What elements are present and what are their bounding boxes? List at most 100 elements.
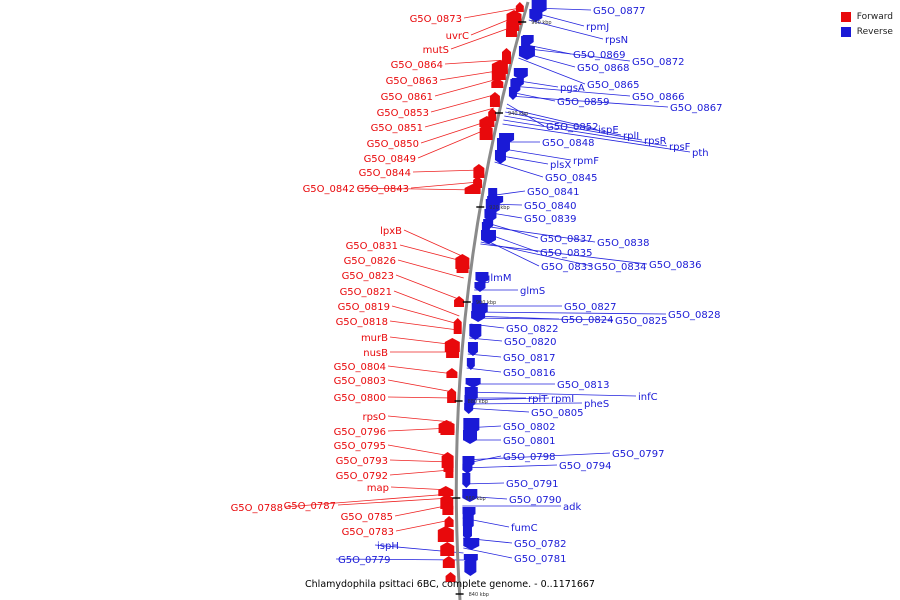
reverse-gene-block-27[interactable] xyxy=(466,358,475,370)
reverse-gene-block-26[interactable] xyxy=(467,342,478,356)
gene-label-g5o-0796[interactable]: G5O_0796 xyxy=(334,427,386,438)
gene-label-rpsn[interactable]: rpsN xyxy=(605,35,628,46)
gene-label-rpsf[interactable]: rpsF xyxy=(669,142,691,153)
forward-gene-block-3[interactable] xyxy=(505,26,517,37)
reverse-gene-block-41[interactable] xyxy=(463,538,480,550)
gene-label-rplt[interactable]: rplT xyxy=(528,394,548,405)
gene-label-g5o-0841[interactable]: G5O_0841 xyxy=(527,187,579,198)
gene-label-g5o-0785[interactable]: G5O_0785 xyxy=(341,512,393,523)
gene-label-g5o-0800[interactable]: G5O_0800 xyxy=(334,393,386,404)
gene-label-g5o-0865[interactable]: G5O_0865 xyxy=(587,80,639,91)
gene-label-rpmf[interactable]: rpmF xyxy=(573,156,599,167)
gene-label-g5o-0842[interactable]: G5O_0842 xyxy=(303,184,355,195)
gene-label-g5o-0869[interactable]: G5O_0869 xyxy=(573,50,625,61)
reverse-gene-block-6[interactable] xyxy=(513,68,528,80)
gene-label-glms[interactable]: glmS xyxy=(520,286,545,297)
forward-gene-block-18[interactable] xyxy=(453,318,462,334)
gene-label-g5o-0826[interactable]: G5O_0826 xyxy=(344,256,396,267)
gene-label-fumc[interactable]: fumC xyxy=(511,523,538,534)
forward-gene-block-14[interactable] xyxy=(464,184,481,194)
reverse-gene-block-37[interactable] xyxy=(462,489,478,502)
forward-gene-block-21[interactable] xyxy=(446,368,458,378)
gene-label-g5o-0835[interactable]: G5O_0835 xyxy=(540,248,592,259)
gene-label-g5o-0816[interactable]: G5O_0816 xyxy=(503,368,555,379)
forward-gene-block-13[interactable] xyxy=(473,176,483,188)
gene-label-g5o-0849[interactable]: G5O_0849 xyxy=(364,154,416,165)
gene-label-infc[interactable]: infC xyxy=(638,392,658,403)
forward-gene-block-22[interactable] xyxy=(447,388,457,403)
reverse-gene-block-36[interactable] xyxy=(462,473,471,488)
gene-label-g5o-0872[interactable]: G5O_0872 xyxy=(632,57,684,68)
gene-label-g5o-0844[interactable]: G5O_0844 xyxy=(359,168,411,179)
gene-label-g5o-0863[interactable]: G5O_0863 xyxy=(386,76,438,87)
reverse-gene-block-9[interactable] xyxy=(508,87,517,100)
gene-label-g5o-0866[interactable]: G5O_0866 xyxy=(632,92,684,103)
gene-label-g5o-0802[interactable]: G5O_0802 xyxy=(503,422,555,433)
gene-label-g5o-0823[interactable]: G5O_0823 xyxy=(342,271,394,282)
gene-label-g5o-0798[interactable]: G5O_0798 xyxy=(503,452,555,463)
forward-gene-block-9[interactable] xyxy=(488,108,497,121)
forward-gene-block-35[interactable] xyxy=(445,572,456,582)
forward-gene-block-28[interactable] xyxy=(438,486,454,496)
reverse-gene-block-2[interactable] xyxy=(529,9,543,22)
gene-label-g5o-0868[interactable]: G5O_0868 xyxy=(577,63,629,74)
gene-label-g5o-0838[interactable]: G5O_0838 xyxy=(597,238,649,249)
forward-gene-block-12[interactable] xyxy=(473,164,485,178)
forward-gene-block-17[interactable] xyxy=(454,296,465,307)
gene-label-g5o-0853[interactable]: G5O_0853 xyxy=(377,108,429,119)
gene-label-g5o-0824[interactable]: G5O_0824 xyxy=(561,315,613,326)
gene-label-g5o-0787[interactable]: G5O_0787 xyxy=(284,501,336,512)
reverse-gene-block-28[interactable] xyxy=(465,378,481,388)
forward-gene-block-33[interactable] xyxy=(440,542,455,556)
forward-gene-block-16[interactable] xyxy=(456,260,469,273)
gene-label-g5o-0821[interactable]: G5O_0821 xyxy=(340,287,392,298)
reverse-gene-block-16[interactable] xyxy=(484,209,497,222)
gene-label-g5o-0788[interactable]: G5O_0788 xyxy=(231,503,283,514)
forward-gene-block-6[interactable] xyxy=(491,68,506,80)
gene-label-pth[interactable]: pth xyxy=(692,148,709,159)
gene-label-nusb[interactable]: nusB xyxy=(363,348,388,359)
forward-gene-block-8[interactable] xyxy=(489,92,500,107)
forward-gene-block-20[interactable] xyxy=(446,346,460,358)
gene-label-g5o-0782[interactable]: G5O_0782 xyxy=(514,539,566,550)
forward-gene-block-34[interactable] xyxy=(442,556,455,568)
gene-label-g5o-0852[interactable]: G5O_0852 xyxy=(546,122,598,133)
gene-label-g5o-0790[interactable]: G5O_0790 xyxy=(509,495,561,506)
reverse-gene-block-5[interactable] xyxy=(518,46,535,60)
reverse-gene-block-43[interactable] xyxy=(464,561,477,576)
gene-label-g5o-0783[interactable]: G5O_0783 xyxy=(342,527,394,538)
gene-label-map[interactable]: map xyxy=(367,483,389,494)
gene-label-g5o-0793[interactable]: G5O_0793 xyxy=(336,456,388,467)
reverse-gene-block-33[interactable] xyxy=(463,430,478,444)
gene-label-g5o-0840[interactable]: G5O_0840 xyxy=(524,201,576,212)
gene-label-g5o-0804[interactable]: G5O_0804 xyxy=(334,362,386,373)
gene-label-rpso[interactable]: rpsO xyxy=(362,412,386,423)
gene-label-rpsr[interactable]: rpsR xyxy=(644,136,667,147)
gene-label-glmm[interactable]: glmM xyxy=(484,273,512,284)
gene-label-g5o-0794[interactable]: G5O_0794 xyxy=(559,461,611,472)
gene-label-ispe[interactable]: ispE xyxy=(598,125,619,136)
reverse-gene-block-31[interactable] xyxy=(464,403,474,414)
reverse-gene-block-19[interactable] xyxy=(480,230,496,244)
forward-gene-block-32[interactable] xyxy=(437,526,454,542)
gene-label-g5o-0850[interactable]: G5O_0850 xyxy=(367,139,419,150)
gene-label-g5o-0791[interactable]: G5O_0791 xyxy=(506,479,558,490)
gene-label-g5o-0864[interactable]: G5O_0864 xyxy=(391,60,443,71)
gene-label-rpmj[interactable]: rpmJ xyxy=(586,22,609,33)
gene-label-g5o-0779[interactable]: G5O_0779 xyxy=(338,555,390,566)
gene-label-g5o-0833[interactable]: G5O_0833 xyxy=(541,262,593,273)
gene-label-isph[interactable]: ispH xyxy=(377,541,399,552)
forward-gene-block-11[interactable] xyxy=(479,124,493,140)
reverse-gene-block-20[interactable] xyxy=(475,272,489,284)
gene-label-g5o-0836[interactable]: G5O_0836 xyxy=(649,260,701,271)
reverse-gene-block-35[interactable] xyxy=(462,464,473,474)
gene-label-g5o-0859[interactable]: G5O_0859 xyxy=(557,97,609,108)
gene-label-g5o-0873[interactable]: G5O_0873 xyxy=(410,14,462,25)
gene-label-g5o-0848[interactable]: G5O_0848 xyxy=(542,138,594,149)
gene-label-g5o-0817[interactable]: G5O_0817 xyxy=(503,353,555,364)
gene-label-g5o-0781[interactable]: G5O_0781 xyxy=(514,554,566,565)
gene-label-lpxb[interactable]: lpxB xyxy=(380,226,402,237)
forward-gene-block-30[interactable] xyxy=(442,502,454,515)
gene-label-g5o-0839[interactable]: G5O_0839 xyxy=(524,214,576,225)
forward-gene-block-31[interactable] xyxy=(444,516,454,527)
